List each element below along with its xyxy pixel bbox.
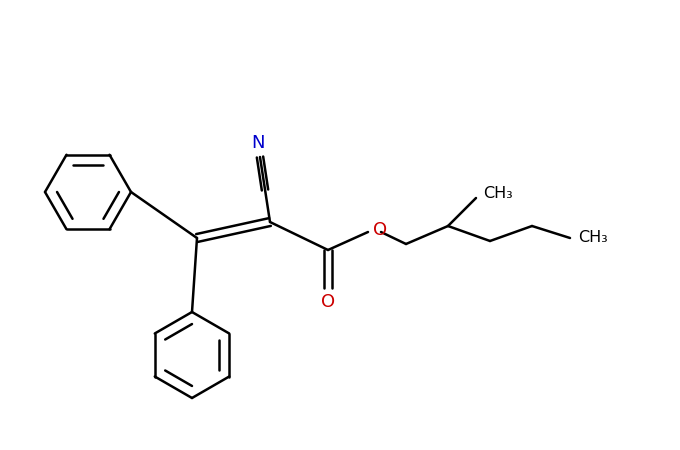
Text: CH₃: CH₃ bbox=[483, 185, 513, 201]
Text: O: O bbox=[321, 293, 335, 311]
Text: CH₃: CH₃ bbox=[578, 230, 608, 246]
Text: N: N bbox=[251, 134, 265, 152]
Text: O: O bbox=[373, 221, 387, 239]
